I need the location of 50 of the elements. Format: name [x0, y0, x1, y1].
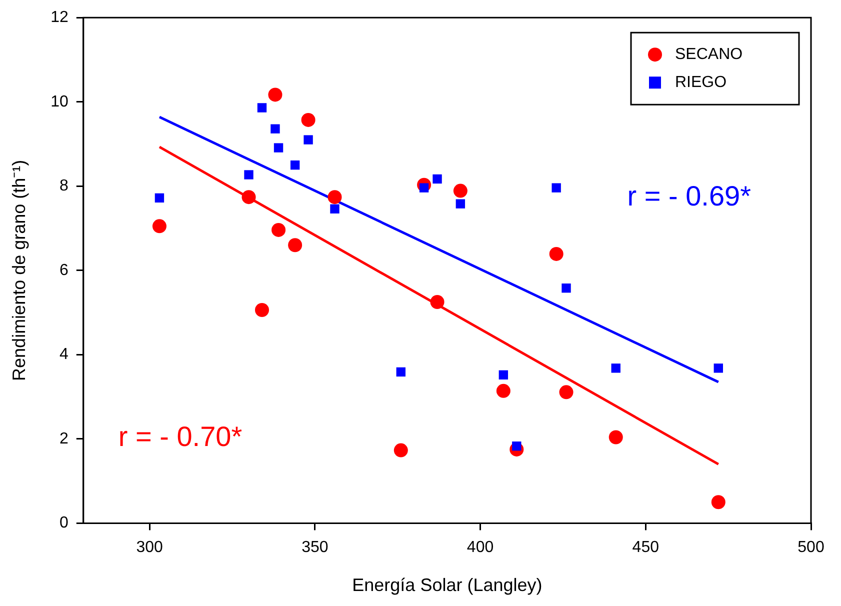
y-tick-label: 6	[59, 262, 68, 279]
x-axis-title: Energía Solar (Langley)	[352, 575, 542, 596]
x-tick-label: 450	[632, 539, 660, 556]
point	[559, 385, 574, 400]
point	[242, 190, 256, 204]
point	[301, 112, 316, 127]
point	[154, 193, 164, 203]
legend-label: SECANO	[675, 46, 743, 64]
point	[608, 430, 623, 444]
x-tick-label: 300	[136, 539, 163, 556]
point	[254, 303, 269, 318]
point	[274, 143, 284, 152]
point	[152, 219, 166, 234]
y-axis-title: Rendimiento de grano (th⁻¹)	[8, 160, 29, 381]
point	[268, 88, 282, 102]
point	[328, 190, 342, 204]
point	[330, 204, 340, 214]
point	[270, 124, 280, 134]
point	[552, 183, 561, 192]
point	[288, 238, 302, 252]
x-tick-label: 400	[466, 539, 494, 556]
point	[549, 246, 564, 261]
point	[430, 295, 444, 309]
x-tick-label: 500	[798, 539, 824, 556]
point	[272, 222, 286, 237]
legend-label: RIEGO	[675, 74, 727, 92]
point	[304, 135, 313, 144]
point	[394, 443, 408, 458]
point	[456, 199, 466, 208]
point	[714, 364, 723, 373]
point	[257, 103, 267, 112]
y-tick-label: 12	[50, 9, 68, 26]
point	[711, 495, 726, 510]
y-tick-label: 2	[59, 430, 68, 448]
annotation: r = - 0.69*	[627, 180, 752, 212]
y-tick-label: 10	[50, 93, 68, 110]
point	[498, 370, 508, 380]
point	[244, 170, 254, 180]
annotation: r = - 0.70*	[118, 420, 242, 452]
point	[432, 174, 442, 184]
point	[290, 160, 300, 170]
y-tick-label: 0	[59, 514, 68, 532]
y-tick-label: 8	[59, 178, 68, 195]
y-tick-label: 4	[59, 346, 68, 364]
point	[396, 367, 406, 377]
point	[562, 284, 571, 293]
x-tick-label: 350	[302, 539, 328, 556]
point	[453, 184, 468, 198]
point	[496, 384, 510, 398]
point	[611, 364, 620, 373]
